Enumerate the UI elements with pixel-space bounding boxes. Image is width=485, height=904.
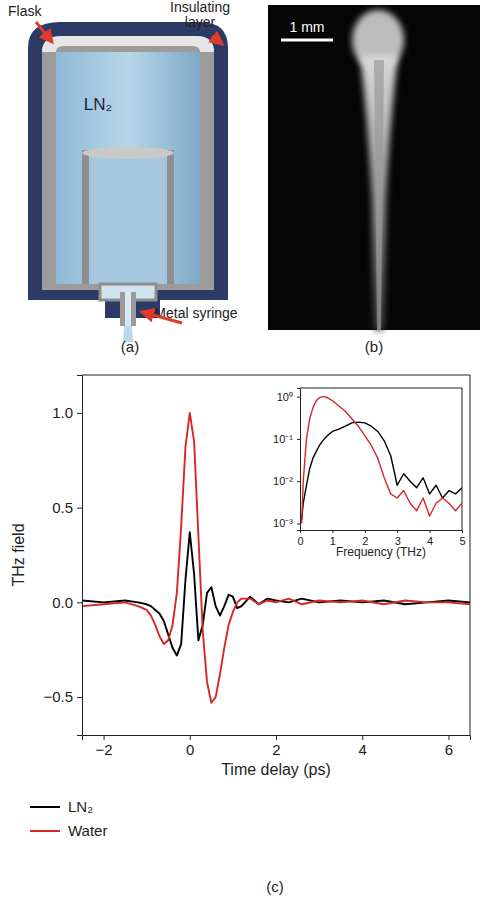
tick-mark — [77, 508, 82, 509]
tick-mark — [77, 413, 82, 414]
axis-line — [77, 376, 83, 736]
tick-label: 1.0 — [52, 404, 73, 421]
photo-background — [268, 5, 480, 330]
arrow — [142, 312, 182, 323]
tick: 4 — [427, 530, 433, 547]
tick-label: 4 — [427, 535, 433, 547]
jet-stream — [360, 55, 398, 330]
tick-mark — [462, 530, 463, 533]
tick: 0.0 — [52, 594, 82, 611]
tick-mark — [297, 481, 300, 482]
tick-label: 0 — [186, 741, 194, 758]
legend: LN₂ Water — [30, 798, 107, 839]
tick-mark — [77, 602, 82, 603]
y-axis: −0.5 0.0 0.5 1.0 — [43, 376, 82, 736]
tick: 0 — [186, 735, 194, 758]
tick: 0 — [297, 530, 303, 547]
legend-swatch — [30, 830, 60, 832]
axis-line — [83, 736, 471, 741]
tick-mark — [332, 530, 333, 533]
tick-label: 10⁻³ — [273, 517, 293, 529]
syringe-bore — [125, 292, 131, 326]
scale-bar — [281, 39, 333, 42]
tick-label: 0.5 — [52, 499, 73, 516]
tick-mark — [362, 735, 363, 740]
legend-label: Water — [68, 822, 107, 839]
plot-background — [300, 388, 462, 530]
axis-title: Frequency (THz) — [336, 545, 426, 559]
jet-core — [374, 60, 384, 330]
axis-title: THz field — [10, 523, 27, 586]
axis-line — [297, 389, 301, 531]
tick-mark — [190, 735, 191, 740]
tick-label: 6 — [445, 741, 453, 758]
tick: 10⁰ — [277, 391, 300, 403]
inset-chart: 01234510⁻³10⁻²10⁻¹10⁰Frequency (THz) — [273, 388, 465, 559]
axis-title: Time delay (ps) — [221, 761, 331, 778]
axis-line — [301, 531, 463, 534]
inner-tube — [89, 156, 167, 284]
tick: 5 — [459, 530, 465, 547]
tick-mark — [297, 523, 300, 524]
legend-label: LN₂ — [68, 798, 93, 815]
data-line — [82, 532, 470, 655]
tick-label: 0.0 — [52, 594, 73, 611]
tick-label: 10⁻¹ — [273, 433, 293, 445]
tick-mark — [276, 735, 277, 740]
legend-swatch — [30, 806, 60, 808]
arrow — [212, 36, 222, 44]
tick-mark — [297, 439, 300, 440]
tick-mark — [77, 697, 82, 698]
data-line — [302, 397, 462, 524]
tick-mark — [397, 530, 398, 533]
x-axis: −2 0 2 4 6 — [83, 735, 471, 758]
tick-label: −0.5 — [43, 688, 73, 705]
metal-syringe — [120, 292, 136, 326]
figure: FlaskInsulatinglayerLN₂Metal syringe(a)1… — [0, 0, 485, 904]
flask-rim — [42, 36, 214, 52]
tick-label: −2 — [96, 741, 113, 758]
tick: 10⁻¹ — [273, 433, 300, 445]
tick-label: 2 — [272, 741, 280, 758]
main-chart: −2 0 2 4 6 −0.5 0.0 0.5 1.0 Time delay (ps) THz fi… — [10, 375, 471, 778]
panel-label: (a) — [121, 338, 139, 355]
inner-tube-top — [82, 147, 174, 159]
annotation: LN₂ — [84, 95, 112, 114]
annotation: Flask — [8, 3, 42, 19]
tick-mark — [430, 530, 431, 533]
tick: 10⁻² — [273, 475, 300, 487]
plot-frame — [82, 375, 470, 735]
tick: −2 — [96, 735, 113, 758]
tick: 2 — [272, 735, 280, 758]
panel-label: (c) — [266, 878, 284, 895]
liquid-nitrogen — [56, 52, 200, 284]
tick: 1.0 — [52, 404, 82, 421]
plot-frame — [300, 388, 462, 530]
plot-area — [302, 397, 462, 524]
inner-tube-wall — [82, 150, 174, 284]
tick-mark — [448, 735, 449, 740]
tick: −0.5 — [43, 688, 82, 705]
annotation: Insulatinglayer — [170, 0, 230, 30]
tick-mark — [104, 735, 105, 740]
tick: 0.5 — [52, 499, 82, 516]
tick-label: 10⁰ — [277, 391, 293, 403]
tick-label: 0 — [297, 535, 303, 547]
tick-mark — [297, 397, 300, 398]
flask-wall — [42, 36, 214, 290]
insulating-layer — [28, 22, 228, 318]
tick-label: 5 — [459, 535, 465, 547]
panel-label: (b) — [365, 338, 383, 355]
scale-bar-label: 1 mm — [290, 19, 325, 35]
panel-b: 1 mm — [268, 5, 480, 330]
tick-mark — [365, 530, 366, 533]
tick: 10⁻³ — [273, 517, 300, 529]
tick: 4 — [359, 735, 367, 758]
y-axis: 10⁻³ 10⁻² 10⁻¹ 10⁰ — [273, 389, 300, 531]
tick-label: 4 — [359, 741, 367, 758]
tick: 6 — [445, 735, 453, 758]
tick-label: 10⁻² — [273, 475, 293, 487]
panel-a: FlaskInsulatinglayerLN₂Metal syringe(a) — [8, 0, 238, 355]
arrow — [36, 22, 52, 42]
